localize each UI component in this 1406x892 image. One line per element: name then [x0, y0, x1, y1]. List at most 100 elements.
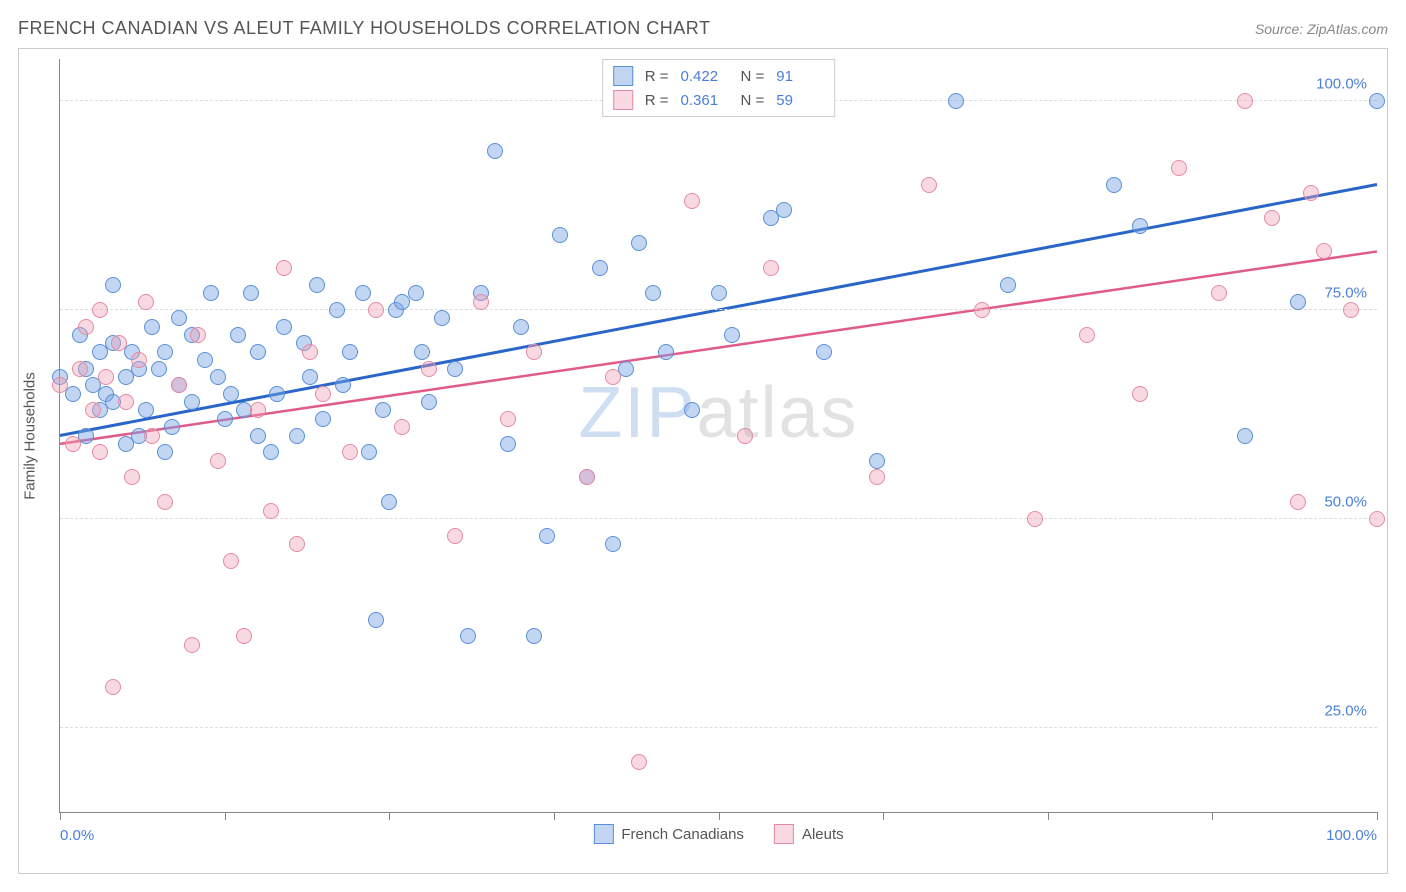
n-label: N =: [741, 68, 765, 85]
scatter-point: [408, 285, 424, 301]
stats-legend: R =0.422N =91R =0.361N =59: [602, 59, 836, 117]
scatter-point: [302, 344, 318, 360]
scatter-point: [592, 260, 608, 276]
scatter-point: [948, 93, 964, 109]
scatter-point: [447, 528, 463, 544]
scatter-point: [118, 394, 134, 410]
scatter-point: [184, 637, 200, 653]
scatter-point: [460, 628, 476, 644]
trend-line: [60, 185, 1377, 436]
scatter-point: [1132, 386, 1148, 402]
scatter-point: [157, 344, 173, 360]
scatter-point: [869, 453, 885, 469]
scatter-point: [105, 679, 121, 695]
scatter-point: [236, 628, 252, 644]
scatter-point: [1237, 428, 1253, 444]
scatter-point: [302, 369, 318, 385]
legend-swatch: [774, 824, 794, 844]
scatter-point: [65, 436, 81, 452]
n-value: 59: [776, 92, 824, 109]
scatter-point: [1000, 277, 1016, 293]
stats-legend-row: R =0.361N =59: [613, 88, 825, 112]
scatter-point: [1290, 294, 1306, 310]
gridline-h: [60, 727, 1377, 728]
scatter-point: [421, 361, 437, 377]
legend-swatch: [593, 824, 613, 844]
scatter-point: [203, 285, 219, 301]
n-label: N =: [741, 92, 765, 109]
series-legend-item: French Canadians: [593, 824, 744, 844]
scatter-point: [72, 361, 88, 377]
scatter-point: [171, 377, 187, 393]
scatter-point: [342, 444, 358, 460]
x-tick: [883, 812, 884, 820]
scatter-point: [1079, 327, 1095, 343]
y-tick-label: 75.0%: [1324, 285, 1367, 302]
scatter-point: [355, 285, 371, 301]
scatter-point: [164, 419, 180, 435]
scatter-point: [816, 344, 832, 360]
scatter-point: [869, 469, 885, 485]
scatter-point: [381, 494, 397, 510]
scatter-point: [151, 361, 167, 377]
scatter-point: [210, 369, 226, 385]
gridline-h: [60, 518, 1377, 519]
scatter-point: [111, 335, 127, 351]
scatter-point: [342, 344, 358, 360]
scatter-point: [579, 469, 595, 485]
scatter-point: [375, 402, 391, 418]
y-tick-label: 100.0%: [1316, 75, 1367, 92]
scatter-point: [250, 402, 266, 418]
scatter-point: [974, 302, 990, 318]
x-tick: [60, 812, 61, 820]
scatter-point: [1132, 218, 1148, 234]
chart-title: FRENCH CANADIAN VS ALEUT FAMILY HOUSEHOL…: [18, 18, 710, 39]
scatter-point: [276, 260, 292, 276]
scatter-point: [368, 612, 384, 628]
y-axis-label: Family Households: [22, 372, 39, 500]
scatter-point: [171, 310, 187, 326]
scatter-point: [631, 754, 647, 770]
scatter-point: [157, 494, 173, 510]
x-tick: [1377, 812, 1378, 820]
x-tick: [1212, 812, 1213, 820]
scatter-point: [1369, 511, 1385, 527]
scatter-point: [1303, 185, 1319, 201]
scatter-point: [605, 369, 621, 385]
scatter-point: [269, 386, 285, 402]
scatter-point: [487, 143, 503, 159]
scatter-point: [230, 327, 246, 343]
scatter-point: [361, 444, 377, 460]
scatter-point: [711, 285, 727, 301]
legend-swatch: [613, 66, 633, 86]
scatter-point: [144, 428, 160, 444]
scatter-point: [394, 419, 410, 435]
scatter-point: [217, 411, 233, 427]
scatter-point: [144, 319, 160, 335]
scatter-point: [1316, 243, 1332, 259]
scatter-point: [763, 260, 779, 276]
chart-source: Source: ZipAtlas.com: [1255, 21, 1388, 37]
n-value: 91: [776, 68, 824, 85]
scatter-point: [684, 193, 700, 209]
r-label: R =: [645, 68, 669, 85]
scatter-point: [421, 394, 437, 410]
scatter-point: [684, 402, 700, 418]
legend-swatch: [613, 90, 633, 110]
scatter-point: [776, 202, 792, 218]
scatter-point: [190, 327, 206, 343]
scatter-point: [447, 361, 463, 377]
scatter-point: [1106, 177, 1122, 193]
scatter-point: [197, 352, 213, 368]
series-legend-label: French Canadians: [621, 826, 744, 843]
scatter-point: [539, 528, 555, 544]
scatter-point: [223, 553, 239, 569]
scatter-point: [65, 386, 81, 402]
scatter-point: [157, 444, 173, 460]
scatter-point: [1171, 160, 1187, 176]
scatter-point: [500, 411, 516, 427]
scatter-point: [289, 536, 305, 552]
scatter-point: [315, 411, 331, 427]
scatter-point: [223, 386, 239, 402]
y-tick-label: 50.0%: [1324, 494, 1367, 511]
